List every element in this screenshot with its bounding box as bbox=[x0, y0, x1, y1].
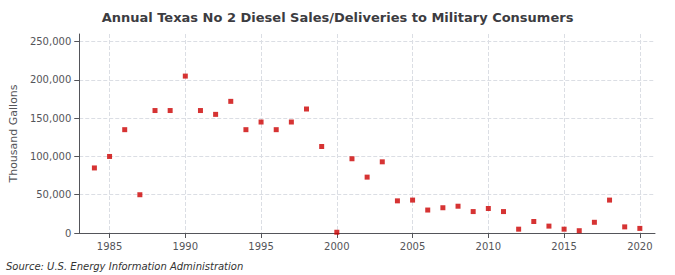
svg-text:200,000: 200,000 bbox=[30, 74, 71, 85]
svg-text:150,000: 150,000 bbox=[30, 113, 71, 124]
svg-text:2020: 2020 bbox=[627, 241, 652, 252]
svg-text:2000: 2000 bbox=[324, 241, 349, 252]
svg-text:2015: 2015 bbox=[551, 241, 576, 252]
svg-text:2010: 2010 bbox=[476, 241, 501, 252]
svg-text:Annual Texas No 2 Diesel Sales: Annual Texas No 2 Diesel Sales/Deliverie… bbox=[102, 10, 574, 25]
svg-text:2005: 2005 bbox=[400, 241, 425, 252]
svg-text:0: 0 bbox=[65, 228, 71, 239]
svg-text:250,000: 250,000 bbox=[30, 36, 71, 47]
svg-text:Thousand Gallons: Thousand Gallons bbox=[7, 84, 20, 183]
svg-text:100,000: 100,000 bbox=[30, 151, 71, 162]
svg-text:Source: U.S. Energy Informatio: Source: U.S. Energy Information Administ… bbox=[6, 261, 243, 272]
svg-text:1990: 1990 bbox=[173, 241, 198, 252]
svg-text:1985: 1985 bbox=[97, 241, 122, 252]
svg-text:1995: 1995 bbox=[248, 241, 273, 252]
svg-text:50,000: 50,000 bbox=[36, 189, 71, 200]
